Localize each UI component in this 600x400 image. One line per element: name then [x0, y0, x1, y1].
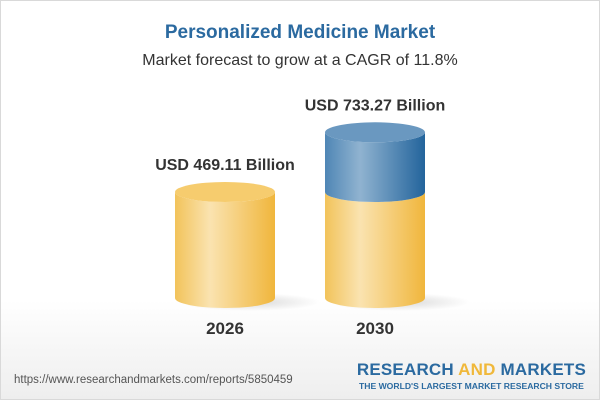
logo-text-2: AND	[458, 360, 496, 379]
logo-tagline: THE WORLD'S LARGEST MARKET RESEARCH STOR…	[359, 381, 584, 391]
chart-subtitle: Market forecast to grow at a CAGR of 11.…	[142, 52, 458, 69]
logo-text-1: RESEARCH	[356, 360, 459, 379]
logo-text-3: MARKETS	[495, 360, 586, 379]
category-label: 2030	[356, 319, 394, 338]
chart-title: Personalized Medicine Market	[164, 22, 436, 43]
source-url[interactable]: https://www.researchandmarkets.com/repor…	[14, 374, 293, 386]
category-label: 2026	[206, 319, 244, 338]
bar-2030-base-body	[325, 192, 425, 308]
bar-2030-growth-body	[325, 132, 425, 202]
logo: RESEARCH AND MARKETS THE WORLD'S LARGEST…	[357, 360, 586, 391]
bar-2026-body	[175, 192, 275, 308]
data-label: USD 733.27 Billion	[305, 97, 446, 114]
data-label: USD 469.11 Billion	[155, 157, 295, 174]
bar-2030-growth-top	[325, 122, 425, 143]
bar-2026-top	[175, 182, 275, 202]
